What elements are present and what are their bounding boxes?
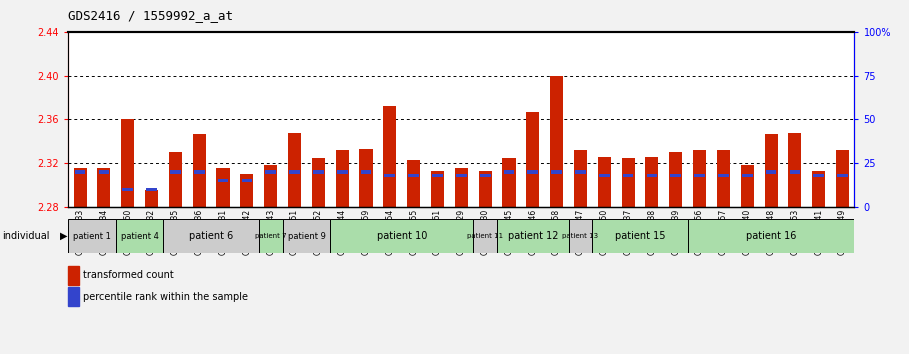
Text: GDS2416 / 1559992_a_at: GDS2416 / 1559992_a_at xyxy=(68,9,234,22)
Bar xyxy=(718,174,729,177)
Text: patient 10: patient 10 xyxy=(376,231,427,241)
Text: individual: individual xyxy=(2,231,49,241)
Text: patient 1: patient 1 xyxy=(73,232,111,241)
Bar xyxy=(74,168,86,207)
Bar xyxy=(361,170,372,174)
Bar xyxy=(598,157,611,207)
Text: patient 15: patient 15 xyxy=(614,231,665,241)
Bar xyxy=(575,170,585,174)
Text: patient 4: patient 4 xyxy=(121,232,158,241)
Bar xyxy=(337,170,347,174)
Bar xyxy=(646,174,657,177)
Text: patient 9: patient 9 xyxy=(287,232,325,241)
Bar xyxy=(408,174,419,177)
Bar xyxy=(216,168,230,207)
Bar xyxy=(456,174,466,177)
Text: patient 16: patient 16 xyxy=(746,231,796,241)
Bar xyxy=(431,171,444,207)
Bar xyxy=(669,152,683,207)
Bar xyxy=(717,150,730,207)
Bar xyxy=(432,174,443,177)
Bar xyxy=(359,149,373,207)
Bar xyxy=(146,188,157,191)
Bar xyxy=(312,158,325,207)
Bar xyxy=(288,133,301,207)
Bar xyxy=(526,112,539,207)
Bar xyxy=(170,170,181,174)
Bar xyxy=(407,160,420,207)
FancyBboxPatch shape xyxy=(259,219,283,253)
Bar xyxy=(790,170,800,174)
Bar xyxy=(503,158,515,207)
Bar xyxy=(551,170,562,174)
FancyBboxPatch shape xyxy=(497,219,568,253)
Text: patient 11: patient 11 xyxy=(467,233,504,239)
Bar xyxy=(742,174,753,177)
Bar xyxy=(265,165,277,207)
Bar xyxy=(693,150,706,207)
Bar xyxy=(788,133,802,207)
Bar xyxy=(194,170,205,174)
Bar xyxy=(527,170,538,174)
Bar xyxy=(599,174,610,177)
Bar xyxy=(242,179,252,182)
Bar xyxy=(97,168,111,207)
Bar xyxy=(694,174,705,177)
Bar xyxy=(837,174,848,177)
Bar xyxy=(574,150,587,207)
Bar xyxy=(335,150,349,207)
Bar xyxy=(504,170,514,174)
FancyBboxPatch shape xyxy=(593,219,688,253)
Bar xyxy=(479,171,492,207)
Text: patient 7: patient 7 xyxy=(255,233,286,239)
Bar xyxy=(480,174,491,177)
Bar xyxy=(75,170,85,174)
Text: patient 6: patient 6 xyxy=(189,231,234,241)
Text: transformed count: transformed count xyxy=(83,270,174,280)
Bar xyxy=(121,119,135,207)
FancyBboxPatch shape xyxy=(568,219,593,253)
Text: patient 13: patient 13 xyxy=(563,233,598,239)
Text: patient 12: patient 12 xyxy=(507,231,558,241)
Bar xyxy=(193,134,205,207)
Text: percentile rank within the sample: percentile rank within the sample xyxy=(83,292,248,302)
Bar xyxy=(671,174,681,177)
Bar xyxy=(764,134,777,207)
Bar xyxy=(240,174,254,207)
Bar xyxy=(385,174,395,177)
Bar xyxy=(384,106,396,207)
FancyBboxPatch shape xyxy=(688,219,854,253)
FancyBboxPatch shape xyxy=(115,219,164,253)
Bar xyxy=(289,170,300,174)
Bar xyxy=(313,170,324,174)
Bar xyxy=(623,174,634,177)
Bar xyxy=(812,171,825,207)
Bar xyxy=(123,188,133,191)
Bar xyxy=(814,174,824,177)
Bar xyxy=(622,158,634,207)
FancyBboxPatch shape xyxy=(330,219,474,253)
FancyBboxPatch shape xyxy=(283,219,330,253)
Text: ▶: ▶ xyxy=(60,231,67,241)
Bar xyxy=(741,165,754,207)
FancyBboxPatch shape xyxy=(164,219,259,253)
Bar xyxy=(550,76,564,207)
Bar xyxy=(765,170,776,174)
Bar xyxy=(145,189,158,207)
Bar xyxy=(169,152,182,207)
Bar xyxy=(645,157,658,207)
Bar xyxy=(836,150,849,207)
Bar xyxy=(454,168,468,207)
FancyBboxPatch shape xyxy=(68,219,115,253)
FancyBboxPatch shape xyxy=(474,219,497,253)
Bar xyxy=(265,170,276,174)
Bar xyxy=(98,170,109,174)
Bar xyxy=(217,179,228,182)
